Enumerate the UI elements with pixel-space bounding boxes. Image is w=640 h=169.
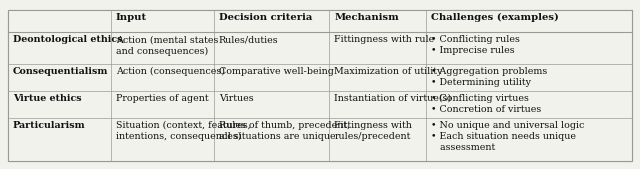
Text: Maximization of utility: Maximization of utility: [334, 67, 443, 76]
Text: Fittingness with
rules/precedent: Fittingness with rules/precedent: [334, 120, 412, 141]
Text: • No unique and universal logic
• Each situation needs unique
   assessment: • No unique and universal logic • Each s…: [431, 120, 584, 152]
Text: Decision criteria: Decision criteria: [219, 13, 312, 22]
Bar: [8, 10, 632, 161]
Bar: [330, 91, 426, 117]
Bar: [426, 64, 632, 91]
Bar: [8, 64, 111, 91]
Bar: [426, 10, 632, 32]
Text: Deontological ethics: Deontological ethics: [13, 35, 122, 44]
Bar: [330, 117, 426, 161]
Bar: [111, 10, 214, 32]
Text: Consequentialism: Consequentialism: [13, 67, 108, 76]
Text: Instantiation of virtue(s): Instantiation of virtue(s): [334, 94, 452, 103]
Text: • Aggregation problems
• Determining utility: • Aggregation problems • Determining uti…: [431, 67, 547, 88]
Bar: [111, 117, 214, 161]
Text: Comparative well-being: Comparative well-being: [219, 67, 334, 76]
Text: Action (mental states
and consequences): Action (mental states and consequences): [116, 35, 218, 56]
Bar: [426, 117, 632, 161]
Text: Input: Input: [116, 13, 147, 22]
Text: Rules/duties: Rules/duties: [219, 35, 278, 44]
Bar: [214, 91, 330, 117]
Bar: [214, 10, 330, 32]
Bar: [214, 117, 330, 161]
Text: Mechanism: Mechanism: [334, 13, 399, 22]
Bar: [8, 91, 111, 117]
Text: Particularism: Particularism: [13, 120, 86, 129]
Bar: [426, 91, 632, 117]
Bar: [214, 64, 330, 91]
Bar: [214, 32, 330, 64]
Bar: [8, 10, 111, 32]
Bar: [111, 64, 214, 91]
Text: Virtue ethics: Virtue ethics: [13, 94, 82, 103]
Text: • Conflicting rules
• Imprecise rules: • Conflicting rules • Imprecise rules: [431, 35, 520, 55]
Bar: [426, 32, 632, 64]
Text: Action (consequences): Action (consequences): [116, 67, 225, 77]
Text: Challenges (examples): Challenges (examples): [431, 13, 559, 22]
Text: Virtues: Virtues: [219, 94, 253, 103]
Bar: [8, 32, 111, 64]
Bar: [330, 10, 426, 32]
Text: Fittingness with rule: Fittingness with rule: [334, 35, 435, 44]
Bar: [111, 91, 214, 117]
Bar: [111, 32, 214, 64]
Text: Properties of agent: Properties of agent: [116, 94, 209, 103]
Text: Situation (context, features,
intentions, consequences): Situation (context, features, intentions…: [116, 120, 251, 141]
Bar: [330, 64, 426, 91]
Bar: [8, 117, 111, 161]
Text: • Conflicting virtues
• Concretion of virtues: • Conflicting virtues • Concretion of vi…: [431, 94, 541, 114]
Bar: [330, 32, 426, 64]
Text: Rules of thumb, precedent,
all situations are unique: Rules of thumb, precedent, all situation…: [219, 120, 350, 141]
Bar: [8, 10, 632, 161]
